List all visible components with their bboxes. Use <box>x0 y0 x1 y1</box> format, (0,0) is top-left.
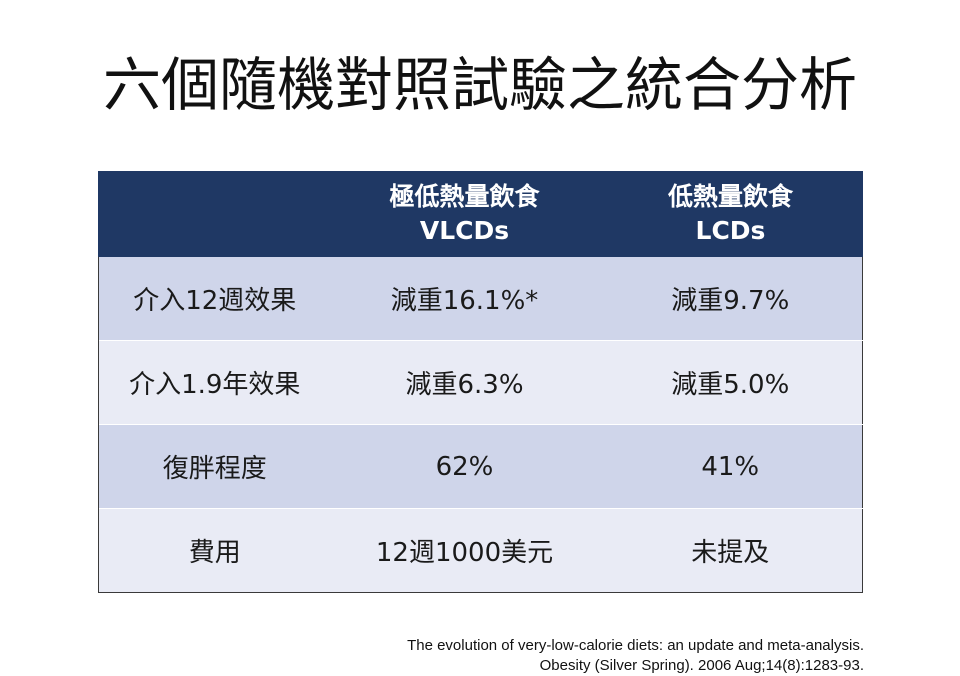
citation-title: The evolution of very-low-calorie diets:… <box>407 637 864 654</box>
header-blank-cell <box>98 171 331 257</box>
comparison-table: 極低熱量飲食 VLCDs 低熱量飲食 LCDs 介入12週效果 減重16.1%*… <box>98 171 863 593</box>
table-row: 介入12週效果 減重16.1%* 減重9.7% <box>98 256 863 341</box>
header-lcd-chinese: 低熱量飲食 <box>667 182 793 211</box>
header-vlcd: 極低熱量飲食 VLCDs <box>330 171 599 257</box>
row-label: 復胖程度 <box>98 424 331 509</box>
header-vlcd-chinese: 極低熱量飲食 <box>389 182 540 211</box>
header-lcd-abbr: LCDs <box>695 216 766 245</box>
table-header: 極低熱量飲食 VLCDs 低熱量飲食 LCDs <box>98 171 863 257</box>
lcd-value: 減重5.0% <box>598 340 863 425</box>
lcd-value: 未提及 <box>598 508 863 593</box>
slide-title: 六個隨機對照試驗之統合分析 <box>102 51 857 119</box>
vlcd-value: 減重16.1%* <box>330 256 599 341</box>
citation: The evolution of very-low-calorie diets:… <box>407 636 864 676</box>
vlcd-value: 12週1000美元 <box>330 508 599 593</box>
lcd-value: 41% <box>598 424 863 509</box>
table-row: 復胖程度 62% 41% <box>98 424 863 509</box>
row-label: 費用 <box>98 508 331 593</box>
row-label: 介入12週效果 <box>98 256 331 341</box>
vlcd-value: 62% <box>330 424 599 509</box>
header-vlcd-abbr: VLCDs <box>419 216 510 245</box>
row-label: 介入1.9年效果 <box>98 340 331 425</box>
lcd-value: 減重9.7% <box>598 256 863 341</box>
table-row: 費用 12週1000美元 未提及 <box>98 508 863 593</box>
header-lcd: 低熱量飲食 LCDs <box>598 171 863 257</box>
citation-source: Obesity (Silver Spring). 2006 Aug;14(8):… <box>539 657 864 674</box>
vlcd-value: 減重6.3% <box>330 340 599 425</box>
header-row: 極低熱量飲食 VLCDs 低熱量飲食 LCDs <box>98 171 863 257</box>
table-row: 介入1.9年效果 減重6.3% 減重5.0% <box>98 340 863 425</box>
